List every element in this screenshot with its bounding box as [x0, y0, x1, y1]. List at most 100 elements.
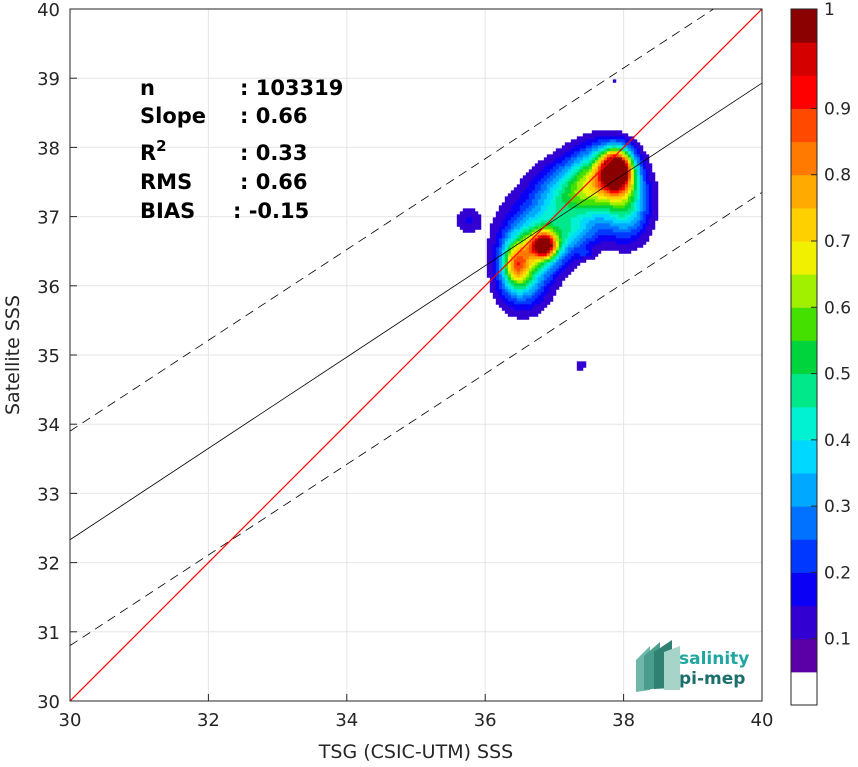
density-cell [537, 202, 542, 206]
density-cell [522, 208, 527, 212]
density-cell [525, 286, 530, 290]
density-cell [582, 223, 587, 227]
density-cell [546, 274, 551, 278]
density-cell [615, 235, 620, 239]
density-cell [564, 196, 569, 200]
density-cell [630, 178, 635, 182]
density-cell [648, 184, 653, 188]
density-cell [540, 295, 545, 299]
density-cell [636, 214, 641, 218]
density-cell [507, 298, 512, 302]
density-cell [615, 136, 620, 140]
density-cell [582, 232, 587, 236]
density-cell [651, 181, 656, 185]
density-cell [573, 184, 578, 188]
density-cell [597, 148, 602, 152]
density-cell [546, 226, 551, 230]
density-cell [594, 166, 599, 170]
density-cell [573, 187, 578, 191]
density-cell [615, 220, 620, 224]
density-cell [579, 361, 584, 365]
density-cell [513, 268, 518, 272]
density-cell [597, 157, 602, 161]
density-cell [600, 238, 605, 242]
logo-line1: salinity [679, 649, 749, 669]
density-cell [597, 145, 602, 149]
density-cell [495, 244, 500, 248]
density-cell [555, 238, 560, 242]
density-cell [459, 211, 464, 215]
density-cell [504, 223, 509, 227]
density-cell [546, 202, 551, 206]
density-cell [495, 223, 500, 227]
density-cell [588, 169, 593, 173]
density-cell [564, 193, 569, 197]
density-cell [537, 235, 542, 239]
y-tick-label: 40 [37, 0, 60, 21]
density-cell [600, 169, 605, 173]
density-cell [540, 199, 545, 203]
density-cell [516, 232, 521, 236]
density-cell [507, 256, 512, 260]
density-cell [579, 223, 584, 227]
density-cell [636, 193, 641, 197]
density-cell [543, 205, 548, 209]
density-cell [630, 172, 635, 176]
density-cell [486, 274, 491, 278]
density-cell [534, 283, 539, 287]
density-cell [531, 262, 536, 266]
density-cell [504, 226, 509, 230]
density-cell [585, 232, 590, 236]
density-cell [633, 241, 638, 245]
density-cell [615, 244, 620, 248]
density-cell [582, 256, 587, 260]
density-cell [627, 157, 632, 161]
density-cell [576, 163, 581, 167]
density-cell [471, 211, 476, 215]
density-cell [534, 217, 539, 221]
density-cell [525, 310, 530, 314]
density-cell [570, 175, 575, 179]
density-cell [591, 235, 596, 239]
density-cell [510, 196, 515, 200]
density-cell [564, 154, 569, 158]
density-cell [504, 211, 509, 215]
density-cell [489, 256, 494, 260]
density-cell [564, 208, 569, 212]
stat-bias-label: BIAS [140, 199, 195, 223]
colorbar-tick-label: 0.7 [824, 232, 851, 252]
density-cell [564, 211, 569, 215]
density-cell [573, 214, 578, 218]
density-cell [501, 217, 506, 221]
density-cell [519, 226, 524, 230]
density-cell [582, 169, 587, 173]
density-cell [621, 151, 626, 155]
density-cell [513, 214, 518, 218]
density-cell [633, 214, 638, 218]
density-cell [621, 229, 626, 233]
density-cell [489, 283, 494, 287]
density-cell [543, 190, 548, 194]
density-cell [612, 226, 617, 230]
density-cell [576, 196, 581, 200]
density-cell [528, 175, 533, 179]
density-cell [603, 133, 608, 137]
density-cell [516, 256, 521, 260]
density-cell [552, 175, 557, 179]
density-cell [627, 235, 632, 239]
density-cell [639, 220, 644, 224]
density-cell [642, 166, 647, 170]
density-cell [648, 205, 653, 209]
density-cell [552, 259, 557, 263]
density-cell [591, 151, 596, 155]
density-cell [540, 280, 545, 284]
density-cell [543, 238, 548, 242]
density-cell [516, 259, 521, 263]
density-cell [570, 160, 575, 164]
density-cell [507, 226, 512, 230]
density-cell [516, 229, 521, 233]
density-cell [510, 310, 515, 314]
density-cell [618, 223, 623, 227]
density-cell [585, 193, 590, 197]
density-cell [504, 247, 509, 251]
